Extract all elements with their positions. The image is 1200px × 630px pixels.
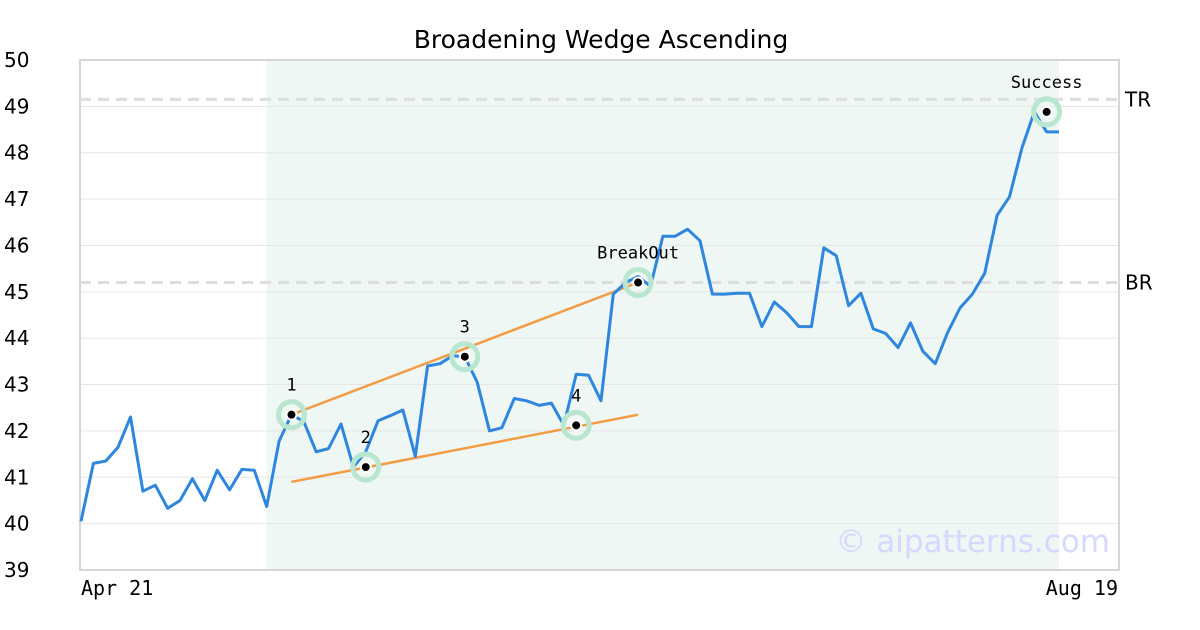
y-tick-label: 49 bbox=[4, 94, 29, 118]
pattern-point-marker-breakout bbox=[632, 276, 645, 289]
trendline-upper bbox=[291, 281, 639, 416]
y-tick-label: 48 bbox=[4, 141, 29, 165]
y-tick-label: 46 bbox=[4, 233, 29, 257]
y-tick-label: 43 bbox=[4, 373, 29, 397]
chart-title: Broadening Wedge Ascending bbox=[414, 25, 789, 54]
plot-frame bbox=[79, 59, 1120, 571]
pattern-point-halo-2 bbox=[350, 451, 382, 483]
pattern-point-marker-3 bbox=[458, 350, 471, 363]
reference-label-tr: TR bbox=[1124, 87, 1151, 111]
pattern-point-marker-success bbox=[1040, 105, 1053, 118]
y-axis-ticks: 39 40 41 42 43 44 45 46 47 48 49 50 bbox=[4, 48, 29, 582]
grid-layer bbox=[80, 105, 1119, 525]
price-series-line bbox=[79, 110, 1059, 522]
pattern-point-marker-1 bbox=[285, 408, 298, 421]
pattern-point-halo-breakout bbox=[622, 267, 654, 299]
y-tick-label: 45 bbox=[4, 280, 29, 304]
pattern-point-halo-1 bbox=[275, 399, 307, 431]
x-axis-ticks: Apr 21 Aug 19 bbox=[81, 576, 1118, 600]
pattern-point-label-3: 3 bbox=[460, 318, 470, 338]
price-line-layer bbox=[79, 110, 1059, 522]
y-tick-label: 39 bbox=[4, 558, 29, 582]
pattern-point-label-breakout: BreakOut bbox=[597, 244, 679, 264]
y-tick-label: 41 bbox=[4, 465, 29, 489]
pattern-point-label-2: 2 bbox=[361, 428, 371, 448]
reference-lines-layer: TR BR bbox=[80, 87, 1153, 295]
pattern-point-label-success: Success bbox=[1011, 73, 1083, 93]
y-tick-label: 44 bbox=[4, 326, 29, 350]
pattern-point-marker-2 bbox=[359, 461, 372, 474]
shaded-region-layer bbox=[266, 61, 1060, 569]
y-tick-label: 40 bbox=[4, 512, 29, 536]
pattern-points-layer: 1 2 3 4 BreakOut Success bbox=[275, 73, 1083, 483]
pattern-point-label-4: 4 bbox=[571, 386, 581, 406]
pattern-point-marker-4 bbox=[570, 419, 583, 432]
y-tick-label: 42 bbox=[4, 419, 29, 443]
pattern-point-label-1: 1 bbox=[286, 376, 296, 396]
y-tick-label: 50 bbox=[4, 48, 29, 72]
x-tick-label-end: Aug 19 bbox=[1046, 576, 1118, 600]
y-tick-label: 47 bbox=[4, 187, 29, 211]
pattern-point-halo-4 bbox=[560, 409, 592, 441]
x-tick-label-start: Apr 21 bbox=[81, 576, 153, 600]
pattern-shaded-region bbox=[266, 61, 1060, 569]
pattern-point-halo-3 bbox=[449, 341, 481, 373]
watermark: © aipatterns.com bbox=[835, 524, 1110, 560]
pattern-point-halo-success bbox=[1031, 96, 1063, 128]
reference-label-br: BR bbox=[1125, 271, 1153, 295]
